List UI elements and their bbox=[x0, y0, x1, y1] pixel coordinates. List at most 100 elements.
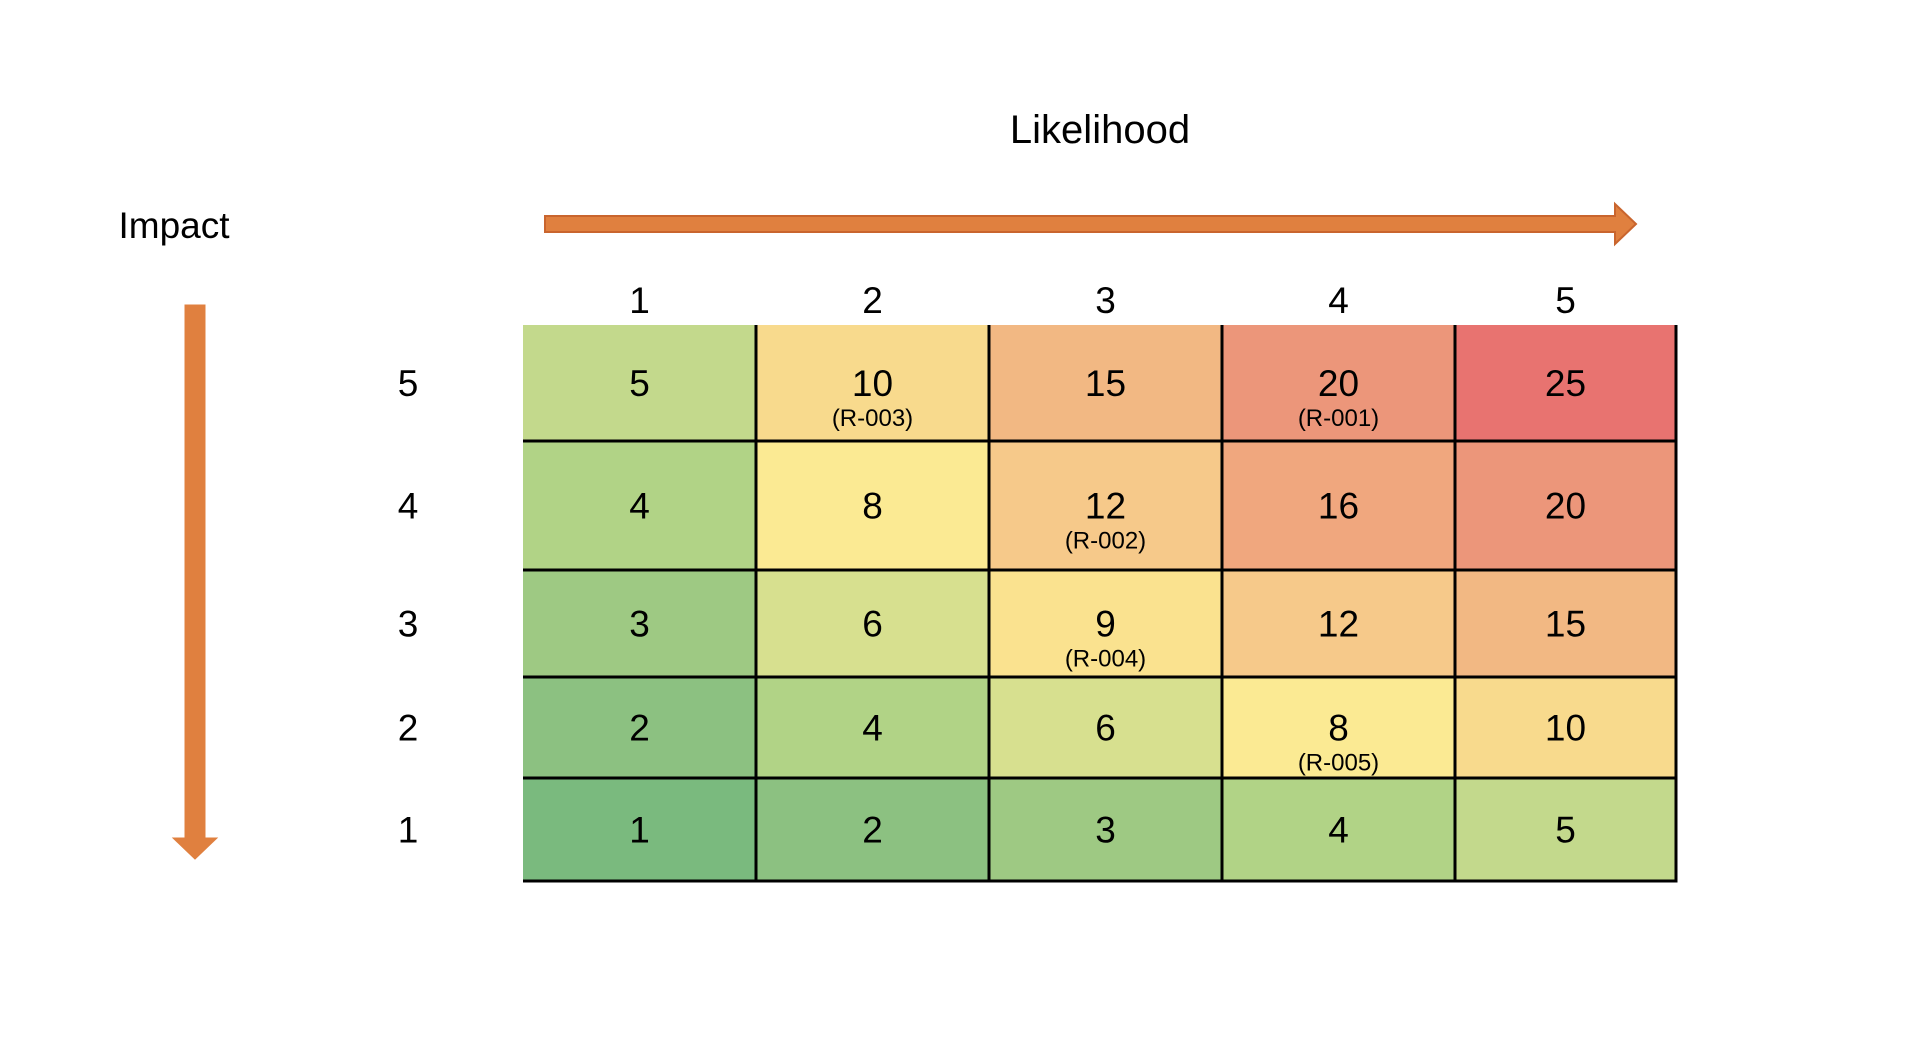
cell-fill bbox=[756, 778, 989, 881]
matrix-cell: 9(R-004) bbox=[989, 570, 1222, 677]
matrix-cells: 5 10(R-003)15 20(R-001)254 8 12(R-002)16 203 6… bbox=[523, 325, 1676, 881]
cell-risk-id-label: (R-004) bbox=[1065, 646, 1146, 673]
cell-score-label: 25 bbox=[1545, 363, 1586, 404]
cell-fill bbox=[523, 677, 756, 778]
matrix-cell: 2 bbox=[756, 778, 989, 881]
x-tick-label: 1 bbox=[629, 280, 650, 321]
matrix-cell: 15 bbox=[989, 325, 1222, 441]
cell-fill bbox=[989, 778, 1222, 881]
matrix-cell: 8(R-005) bbox=[1222, 677, 1455, 778]
y-axis-ticks: 5 4 3 2 1 bbox=[398, 363, 419, 851]
cell-score-label: 4 bbox=[1328, 810, 1349, 851]
matrix-cell: 25 bbox=[1455, 325, 1676, 441]
x-tick-label: 3 bbox=[1095, 280, 1116, 321]
cell-fill bbox=[1455, 441, 1676, 570]
cell-risk-id-label: (R-001) bbox=[1298, 405, 1379, 432]
cell-fill bbox=[989, 441, 1222, 570]
matrix-cell: 4 bbox=[1222, 778, 1455, 881]
cell-fill bbox=[523, 325, 756, 441]
matrix-grid-lines bbox=[523, 325, 1678, 883]
cell-score-label: 2 bbox=[862, 810, 883, 851]
cell-fill bbox=[1222, 570, 1455, 677]
matrix-cell: 6 bbox=[989, 677, 1222, 778]
matrix-cell: 20(R-001) bbox=[1222, 325, 1455, 441]
cell-fill bbox=[1222, 441, 1455, 570]
cell-risk-id-label: (R-002) bbox=[1065, 528, 1146, 555]
matrix-cell: 3 bbox=[523, 570, 756, 677]
impact-arrow bbox=[171, 304, 219, 860]
cell-fill bbox=[1455, 778, 1676, 881]
cell-score-label: 6 bbox=[862, 604, 883, 645]
matrix-cell: 5 bbox=[523, 325, 756, 441]
cell-score-label: 5 bbox=[629, 363, 650, 404]
matrix-cell: 4 bbox=[756, 677, 989, 778]
x-tick-label: 4 bbox=[1328, 280, 1349, 321]
matrix-cell: 6 bbox=[756, 570, 989, 677]
y-tick-label: 3 bbox=[398, 604, 419, 645]
likelihood-arrow bbox=[544, 201, 1638, 247]
matrix-cell: 12 bbox=[1222, 570, 1455, 677]
cell-score-label: 6 bbox=[1095, 708, 1116, 749]
down-arrow-icon bbox=[171, 304, 219, 860]
cell-score-label: 4 bbox=[629, 486, 650, 527]
matrix-cell: 3 bbox=[989, 778, 1222, 881]
y-axis-label: Impact bbox=[118, 205, 230, 246]
cell-score-label: 5 bbox=[1555, 810, 1576, 851]
cell-fill bbox=[989, 325, 1222, 441]
cell-score-label: 10 bbox=[1545, 708, 1586, 749]
cell-risk-id-label: (R-003) bbox=[832, 405, 913, 432]
cell-score-label: 20 bbox=[1545, 486, 1586, 527]
matrix-cell: 16 bbox=[1222, 441, 1455, 570]
cell-score-label: 8 bbox=[1328, 708, 1349, 749]
cell-score-label: 16 bbox=[1318, 486, 1359, 527]
cell-fill bbox=[523, 778, 756, 881]
y-tick-label: 4 bbox=[398, 486, 419, 527]
cell-fill bbox=[523, 570, 756, 677]
cell-score-label: 2 bbox=[629, 708, 650, 749]
x-axis-ticks: 1 2 3 4 5 bbox=[629, 280, 1576, 321]
matrix-cell: 5 bbox=[1455, 778, 1676, 881]
cell-fill bbox=[756, 677, 989, 778]
y-tick-label: 5 bbox=[398, 363, 419, 404]
cell-score-label: 12 bbox=[1085, 486, 1126, 527]
matrix-cell: 10 bbox=[1455, 677, 1676, 778]
cell-score-label: 12 bbox=[1318, 604, 1359, 645]
cell-fill bbox=[756, 441, 989, 570]
cell-score-label: 10 bbox=[852, 363, 893, 404]
x-tick-label: 2 bbox=[862, 280, 883, 321]
cell-fill bbox=[1455, 325, 1676, 441]
matrix-cell: 12(R-002) bbox=[989, 441, 1222, 570]
cell-score-label: 3 bbox=[629, 604, 650, 645]
cell-fill bbox=[1222, 325, 1455, 441]
cell-score-label: 20 bbox=[1318, 363, 1359, 404]
cell-fill bbox=[1455, 570, 1676, 677]
x-tick-label: 5 bbox=[1555, 280, 1576, 321]
cell-fill bbox=[1222, 778, 1455, 881]
cell-fill bbox=[756, 570, 989, 677]
matrix-cell: 1 bbox=[523, 778, 756, 881]
matrix-cell: 10(R-003) bbox=[756, 325, 989, 441]
cell-score-label: 4 bbox=[862, 708, 883, 749]
cell-fill bbox=[756, 325, 989, 441]
matrix-cell: 8 bbox=[756, 441, 989, 570]
right-arrow-icon bbox=[544, 201, 1638, 247]
cell-score-label: 9 bbox=[1095, 604, 1116, 645]
matrix-cell: 20 bbox=[1455, 441, 1676, 570]
cell-score-label: 8 bbox=[862, 486, 883, 527]
matrix-cell: 4 bbox=[523, 441, 756, 570]
matrix-cell: 15 bbox=[1455, 570, 1676, 677]
cell-fill bbox=[1222, 677, 1455, 778]
cell-score-label: 15 bbox=[1085, 363, 1126, 404]
matrix-cell: 2 bbox=[523, 677, 756, 778]
x-axis-label: Likelihood bbox=[1010, 108, 1190, 152]
cell-fill bbox=[989, 570, 1222, 677]
y-tick-label: 1 bbox=[398, 810, 419, 851]
cell-fill bbox=[1455, 677, 1676, 778]
cell-score-label: 1 bbox=[629, 810, 650, 851]
y-tick-label: 2 bbox=[398, 708, 419, 749]
cell-risk-id-label: (R-005) bbox=[1298, 750, 1379, 777]
cell-score-label: 15 bbox=[1545, 604, 1586, 645]
cell-score-label: 3 bbox=[1095, 810, 1116, 851]
cell-fill bbox=[523, 441, 756, 570]
